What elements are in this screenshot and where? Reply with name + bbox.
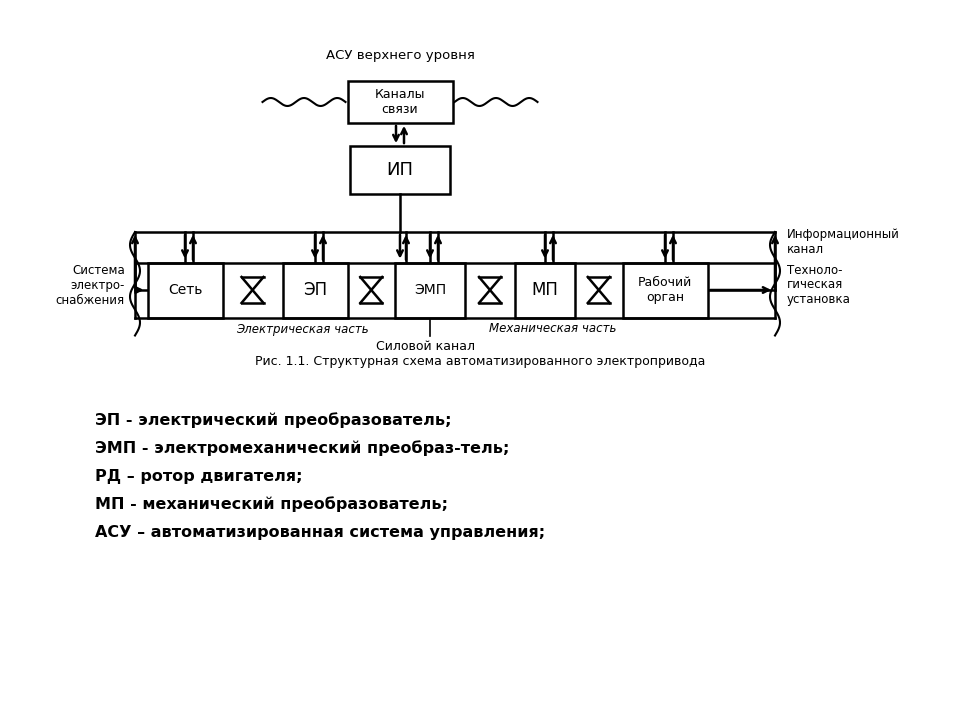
Bar [148,263,223,318]
Text: МП - механический преобразователь;: МП - механический преобразователь; [95,496,448,512]
Bar [622,263,708,318]
Text: Сеть: Сеть [168,283,203,297]
Bar [350,146,450,194]
Bar [348,81,452,123]
Text: Система
электро-
снабжения: Система электро- снабжения [56,264,125,307]
Text: АСУ верхнего уровня: АСУ верхнего уровня [325,48,474,61]
Text: Механическая часть: Механическая часть [489,323,616,336]
Text: Электрическая часть: Электрическая часть [236,323,369,336]
Text: МП: МП [532,281,559,299]
Bar [282,263,348,318]
Text: Каналы
связи: Каналы связи [374,88,425,116]
Text: ИП: ИП [387,161,414,179]
Bar [395,263,465,318]
Text: ЭП - электрический преобразователь;: ЭП - электрический преобразователь; [95,412,451,428]
Text: Информационный
канал: Информационный канал [787,228,900,256]
Bar [515,263,575,318]
Text: ЭП: ЭП [303,281,327,299]
Text: Рабочий
орган: Рабочий орган [637,276,692,304]
Text: Техноло-
гическая
установка: Техноло- гическая установка [787,264,851,307]
Text: РД – ротор двигателя;: РД – ротор двигателя; [95,469,302,484]
Text: Рис. 1.1. Структурная схема автоматизированного электропривода: Рис. 1.1. Структурная схема автоматизиро… [254,356,706,369]
Text: ЭМП - электромеханический преобраз-тель;: ЭМП - электромеханический преобраз-тель; [95,440,510,456]
Text: АСУ – автоматизированная система управления;: АСУ – автоматизированная система управле… [95,524,545,539]
Text: ЭМП: ЭМП [414,283,446,297]
Text: Силовой канал: Силовой канал [375,340,474,353]
